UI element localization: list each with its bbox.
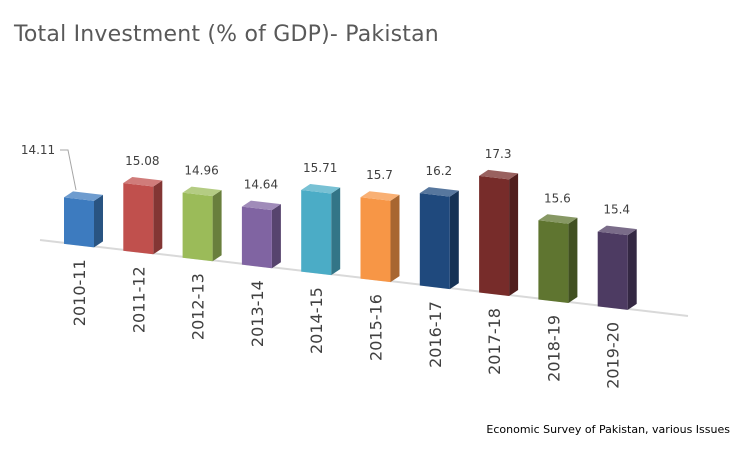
bar	[64, 197, 94, 248]
bar-top	[479, 169, 519, 180]
data-label: 15.6	[544, 191, 571, 205]
bar-top	[597, 225, 637, 236]
x-tick-label: 2015-16	[367, 294, 386, 361]
bar-side	[627, 229, 637, 310]
bar-side	[449, 190, 459, 290]
bar-side	[509, 173, 519, 297]
bar-top	[182, 186, 222, 197]
data-label: 14.96	[184, 164, 218, 178]
x-tick-label: 2012-13	[189, 273, 208, 340]
bar-top	[123, 177, 163, 187]
bar-top	[360, 191, 400, 201]
bar-top	[419, 187, 459, 197]
x-tick-label: 2011-12	[129, 266, 148, 333]
bar-side	[331, 187, 341, 276]
data-label: 15.7	[366, 168, 393, 182]
data-label: 14.11	[21, 143, 55, 157]
x-tick-label: 2019-20	[604, 322, 623, 389]
bar-top	[538, 214, 578, 224]
bar-top	[64, 191, 103, 201]
bar-side	[568, 217, 578, 303]
bar	[360, 197, 391, 283]
x-tick-label: 2010-11	[70, 259, 89, 326]
bar	[182, 192, 213, 262]
leader-line	[60, 149, 77, 191]
x-tick-label: 2018-19	[544, 315, 563, 382]
bar-side	[94, 194, 103, 248]
bar	[479, 175, 510, 297]
data-label: 15.08	[125, 154, 159, 168]
data-label: 15.71	[303, 161, 337, 175]
x-tick-label: 2014-15	[307, 287, 326, 354]
source-note: Economic Survey of Pakistan, various Iss…	[486, 423, 730, 436]
chart-title: Total Investment (% of GDP)- Pakistan	[14, 22, 439, 47]
data-label: 15.4	[603, 203, 630, 217]
x-tick-label: 2016-17	[426, 301, 445, 368]
bar	[123, 183, 154, 255]
x-tick-label: 2017-18	[485, 308, 504, 375]
bar	[538, 220, 569, 303]
bar-side	[271, 204, 281, 269]
bar	[597, 231, 628, 310]
x-tick-label: 2013-14	[248, 280, 267, 347]
bar-top	[241, 200, 281, 211]
data-label: 14.64	[244, 178, 278, 192]
bar-top	[301, 184, 341, 194]
data-label: 17.3	[485, 147, 512, 161]
bar-side	[212, 190, 222, 262]
bar	[419, 193, 450, 290]
bar	[241, 206, 272, 269]
bar-side	[390, 194, 400, 283]
data-label: 16.2	[425, 164, 452, 178]
bar-side	[153, 180, 163, 255]
bar	[301, 190, 332, 276]
